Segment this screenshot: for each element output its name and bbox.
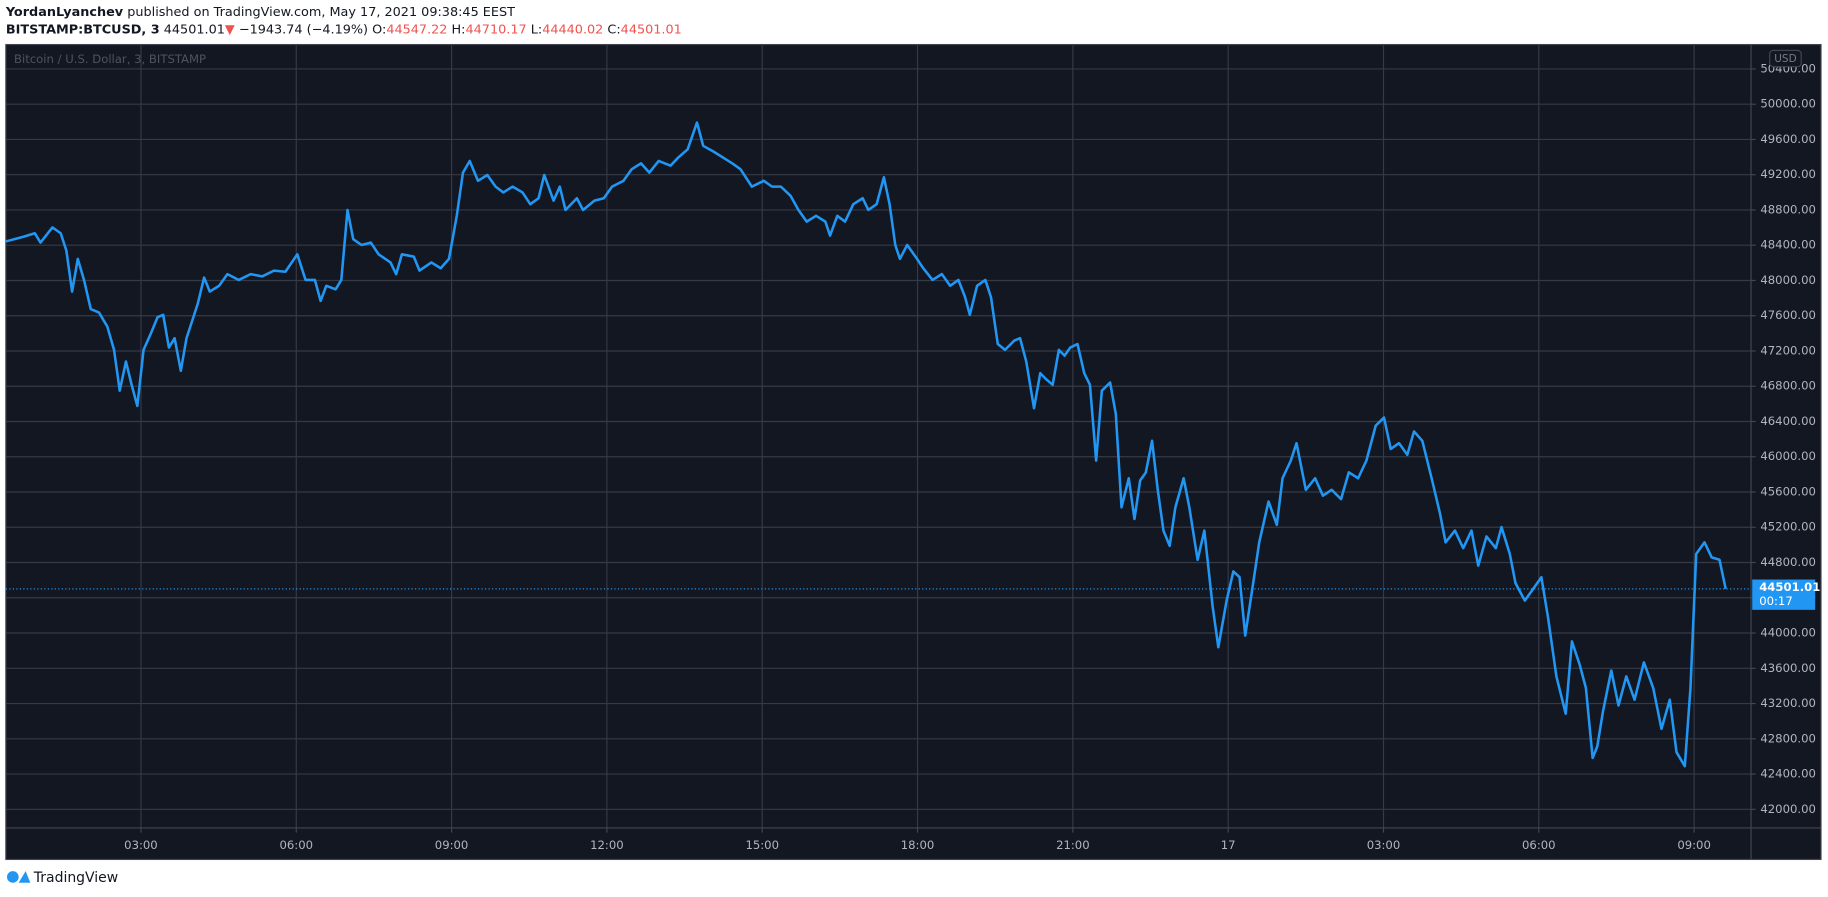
- y-tick-label: 43200.00: [1760, 696, 1816, 710]
- c-label: C:: [607, 22, 620, 37]
- y-tick-label: 42000.00: [1760, 802, 1816, 816]
- price-line: [5, 121, 1727, 768]
- x-tick-label: 17: [1221, 838, 1236, 852]
- x-tick-label: 03:00: [124, 838, 158, 852]
- x-tick-label: 03:00: [1367, 838, 1401, 852]
- y-tick-label: 48400.00: [1760, 238, 1816, 252]
- logo-mark: [18, 871, 31, 883]
- x-tick-label: 12:00: [590, 838, 624, 852]
- y-tick-label: 48000.00: [1760, 273, 1816, 287]
- currency: USD: [1774, 53, 1796, 65]
- footer-logo: [6, 871, 31, 883]
- author: YordanLyanchev: [5, 4, 124, 19]
- chart-panel: [5, 43, 1822, 861]
- h-label: H:: [452, 22, 466, 37]
- last-price-tag: [1752, 579, 1816, 610]
- grid: 42000.00 42400.00 42800.00 43200.00 43600.00…: [5, 44, 1816, 852]
- countdown: 00:17: [1759, 594, 1793, 608]
- x-tick-label: 06:00: [1522, 838, 1556, 852]
- x-tick-label: 09:00: [1677, 838, 1711, 852]
- y-tick-label: 45200.00: [1760, 520, 1816, 534]
- x-tick-label: 18:00: [901, 838, 935, 852]
- x-tick-label: 15:00: [745, 838, 779, 852]
- symbol: BITSTAMP:BTCUSD, 3: [6, 22, 160, 37]
- published: published on TradingView.com, May 17, 20…: [127, 4, 515, 19]
- y-tick-label: 42800.00: [1760, 731, 1816, 745]
- y-tick-label: 42400.00: [1760, 767, 1816, 781]
- y-tick-label: 46800.00: [1760, 379, 1816, 393]
- series-legend: Bitcoin / U.S. Dollar, 3, BITSTAMP: [14, 52, 206, 66]
- y-tick-label: 44000.00: [1760, 626, 1816, 640]
- y-tick-label: 48800.00: [1760, 202, 1816, 216]
- y-tick-label: 47200.00: [1760, 343, 1816, 357]
- h: 44710.17: [466, 22, 527, 37]
- y-tick-label: 46400.00: [1760, 414, 1816, 428]
- x-tick-label: 06:00: [279, 838, 313, 852]
- o: 44547.22: [386, 22, 447, 37]
- y-tick-label: 50000.00: [1760, 97, 1816, 111]
- o-label: O:: [372, 22, 386, 37]
- publish-line: YordanLyanchev published on TradingView.…: [5, 4, 515, 19]
- y-tick-label: 49600.00: [1760, 132, 1816, 146]
- change: −1943.74 (−4.19%): [239, 22, 368, 37]
- currency-box: [1769, 49, 1802, 68]
- y-tick-label: 47600.00: [1760, 308, 1816, 322]
- y-tick-label: 46000.00: [1760, 449, 1816, 463]
- symbol-line: BITSTAMP:BTCUSD, 3 44501.01▼ −1943.74 (−…: [6, 22, 682, 37]
- l: 44440.02: [542, 22, 603, 37]
- arrow: ▼: [225, 22, 235, 37]
- x-tick-label: 09:00: [435, 838, 469, 852]
- y-tick-label: 49200.00: [1760, 167, 1816, 181]
- last-price-label: 44501.01: [1759, 580, 1820, 594]
- l-label: L:: [531, 22, 542, 37]
- y-tick-label: 44800.00: [1760, 555, 1816, 569]
- brand: TradingView: [33, 870, 118, 886]
- c: 44501.01: [621, 22, 682, 37]
- last: 44501.01: [164, 22, 225, 37]
- logo-mark: [6, 871, 19, 883]
- x-tick-label: 21:00: [1056, 838, 1090, 852]
- y-tick-label: 43600.00: [1760, 661, 1816, 675]
- y-tick-label: 45600.00: [1760, 485, 1816, 499]
